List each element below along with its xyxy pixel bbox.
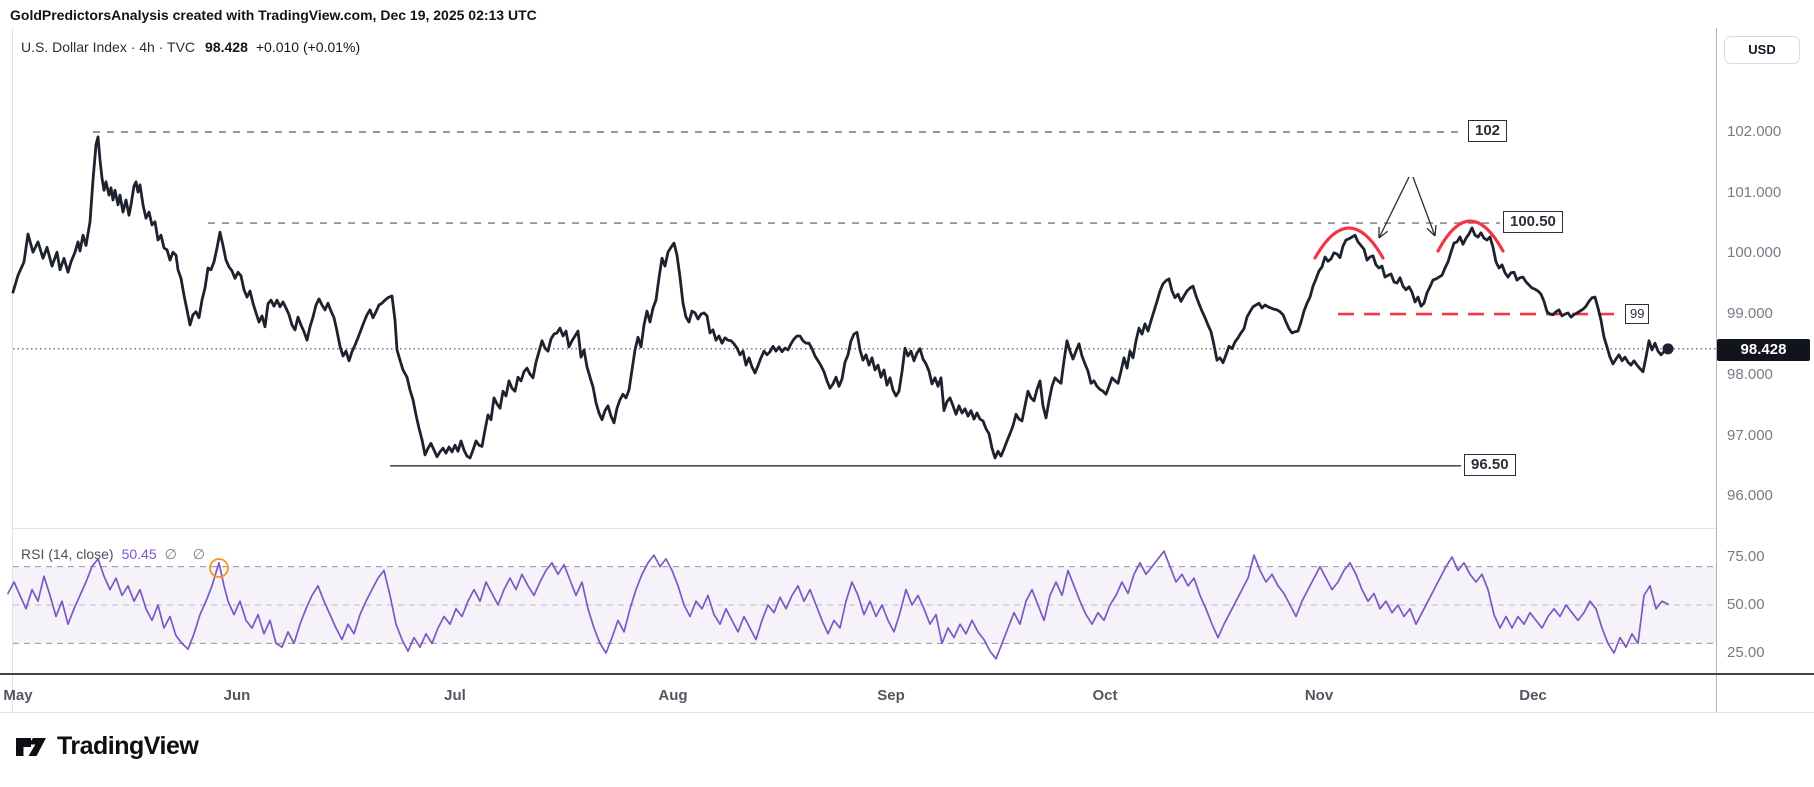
symbol-change: +0.010 (+0.01%) [255,39,361,55]
price-pane[interactable] [13,28,1716,528]
symbol-last-price: 98.428 [205,39,248,55]
symbol-legend[interactable]: U.S. Dollar Index · 4h · TVC 98.428 +0.010… [21,39,360,55]
month-label-Jun: Jun [223,687,251,704]
pane-separator [13,528,1716,529]
month-label-Nov: Nov [1304,687,1334,704]
axis-tick-96.000: 96.000 [1727,487,1773,505]
axis-tick-98.000: 98.000 [1727,365,1773,383]
axis-tick-100.000: 100.000 [1727,244,1782,262]
axis-tick-50.00: 50.00 [1727,596,1765,613]
axis-tick-102.000: 102.000 [1727,123,1782,140]
level-label-99[interactable]: 99 [1625,304,1650,325]
tradingview-logo: TradingView [14,729,199,763]
currency-unit-button[interactable]: USD [1724,36,1800,64]
level-label-102[interactable]: 102 [1468,120,1508,142]
axis-tick-25.00: 25.00 [1727,644,1765,661]
axis-tick-97.000: 97.000 [1727,426,1773,444]
rsi-empty-values: ∅ ∅ [164,546,211,562]
level-label-96.50[interactable]: 96.50 [1464,453,1516,476]
axis-tick-101.000: 101.000 [1727,183,1782,201]
price-axis-separator [1716,28,1717,712]
chart-bottom-border [0,712,1814,713]
time-axis-separator [0,673,1814,675]
month-label-Oct: Oct [1092,687,1118,704]
chart-left-border [12,28,13,712]
rsi-pane[interactable] [13,529,1716,673]
symbol-title: U.S. Dollar Index · 4h · TVC [21,39,196,55]
rsi-value: 50.45 [121,546,157,562]
attribution-text: GoldPredictorsAnalysis created with Trad… [10,7,537,23]
month-label-Sep: Sep [877,687,905,704]
axis-tick-99.000: 99.000 [1727,305,1773,323]
month-label-Jul: Jul [444,687,466,704]
rsi-indicator-title: RSI (14, close) [21,546,114,562]
current-price-badge: 98.428 [1717,339,1810,361]
rsi-legend[interactable]: RSI (14, close) 50.45 ∅ ∅ [21,546,211,563]
axis-tick-75.00: 75.00 [1727,548,1765,565]
tradingview-logo-icon [16,738,46,756]
month-label-Dec: Dec [1519,687,1547,704]
tradingview-wordmark: TradingView [57,731,199,760]
month-label-Aug: Aug [658,687,688,704]
level-label-100.50[interactable]: 100.50 [1503,211,1563,234]
month-label-May: May [3,687,33,704]
